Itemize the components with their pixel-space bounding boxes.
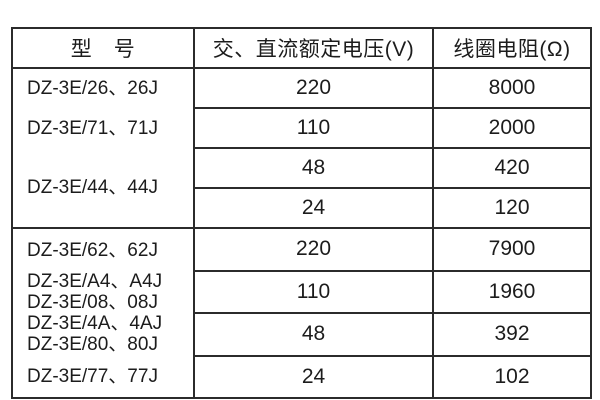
voltage-cell: 220 [193, 227, 434, 272]
model-name: DZ-3E/71、71J [27, 117, 158, 139]
voltage-cell: 48 [193, 147, 434, 189]
voltage-cell: 48 [193, 312, 434, 357]
col-header-resistance: 线圈电阻(Ω) [432, 27, 592, 69]
model-name: DZ-3E/80、80J [27, 334, 158, 355]
table-row: 24 120 [12, 187, 592, 229]
relay-spec-table: 型 号 交、直流额定电压(V) 线圈电阻(Ω) DZ-3E/26、26J DZ-… [11, 27, 592, 399]
resistance-cell: 2000 [432, 107, 592, 149]
resistance-cell: 7900 [432, 227, 592, 272]
model-group-cell: DZ-3E/62、62J DZ-3E/A4、A4J DZ-3E/08、08J D… [11, 227, 195, 399]
model-group-cell: DZ-3E/26、26J DZ-3E/71、71J DZ-3E/44、44J [11, 67, 195, 229]
model-name: DZ-3E/A4、A4J [27, 271, 163, 292]
model-name: DZ-3E/44、44J [27, 177, 158, 198]
resistance-cell: 1960 [432, 269, 592, 314]
model-name: DZ-3E/62、62J [27, 239, 158, 261]
model-name: DZ-3E/4A、4AJ [27, 313, 163, 334]
header-row: 型 号 交、直流额定电压(V) 线圈电阻(Ω) [11, 27, 592, 69]
model-name: DZ-3E/77、77J [27, 365, 158, 387]
col-header-voltage: 交、直流额定电压(V) [193, 27, 434, 69]
table-row: DZ-3E/62、62J DZ-3E/A4、A4J DZ-3E/08、08J D… [11, 227, 592, 399]
table-row: 24 102 [12, 354, 592, 399]
voltage-cell: 110 [193, 269, 434, 314]
table-row: 110 2000 [12, 107, 592, 149]
voltage-cell: 24 [193, 354, 434, 399]
table-row: DZ-3E/26、26J DZ-3E/71、71J DZ-3E/44、44J 2… [11, 67, 592, 229]
resistance-cell: 420 [432, 147, 592, 189]
resistance-cell: 8000 [432, 67, 592, 109]
table-row: 48 392 [12, 312, 592, 357]
voltage-cell: 24 [193, 187, 434, 229]
table-row: 48 420 [12, 147, 592, 189]
model-group: DZ-3E/62、62J DZ-3E/A4、A4J DZ-3E/08、08J D… [13, 229, 193, 397]
voltage-cell: 220 [193, 67, 434, 109]
resistance-cell: 392 [432, 312, 592, 357]
model-name: DZ-3E/08、08J [27, 292, 158, 313]
resistance-cell: 120 [432, 187, 592, 229]
voltage-cell: 110 [193, 107, 434, 149]
col-header-model: 型 号 [11, 27, 195, 69]
model-name: DZ-3E/26、26J [27, 78, 158, 100]
table-row: 110 1960 [12, 269, 592, 314]
model-group: DZ-3E/26、26J DZ-3E/71、71J DZ-3E/44、44J [13, 69, 193, 227]
resistance-cell: 102 [432, 354, 592, 399]
